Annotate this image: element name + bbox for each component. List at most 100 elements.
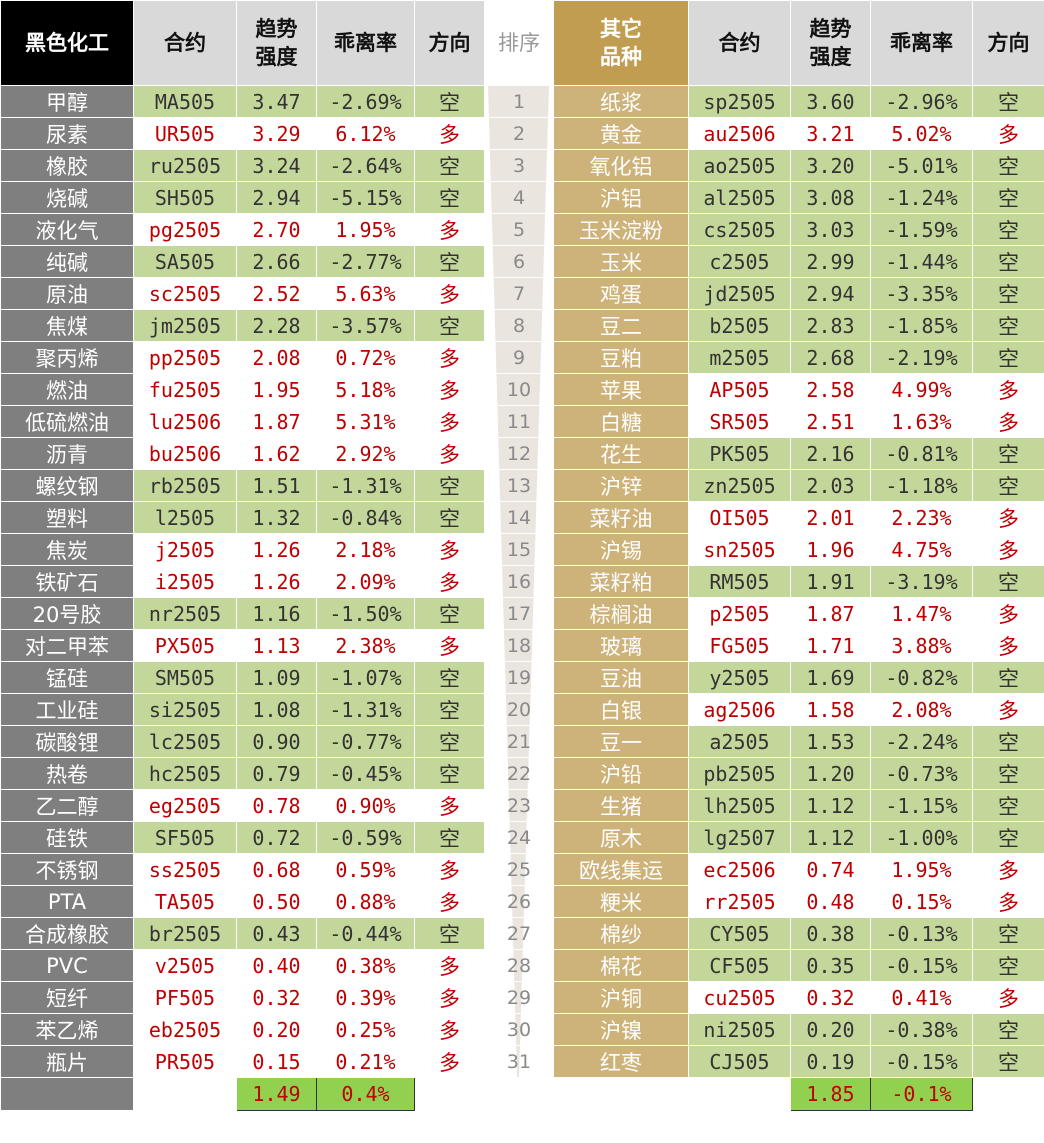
name: 玉米: [553, 245, 689, 278]
deviation: -5.15%: [316, 181, 415, 214]
header-strength: 趋势 强度: [790, 0, 871, 86]
data-row: PVC v2505 0.40 0.38% 多 28 棉花 CF505 0.35 -0.15% 空: [0, 949, 1044, 982]
name: 豆一: [553, 725, 689, 758]
strength: 0.79: [236, 757, 317, 790]
data-row: 甲醇 MA505 3.47 -2.69% 空 1 纸浆 sp2505 3.60 -2.96% 空: [0, 85, 1044, 118]
contract: lu2506: [133, 405, 237, 438]
data-row: 乙二醇 eg2505 0.78 0.90% 多 23 生猪 lh2505 1.12 -1.15% 空: [0, 789, 1044, 822]
header-deviation: 乖离率: [870, 0, 973, 86]
contract: CY505: [688, 917, 791, 950]
data-row: 不锈钢 ss2505 0.68 0.59% 多 25 欧线集运 ec2506 0.74 1.95%…: [0, 853, 1044, 886]
deviation: -0.45%: [316, 757, 415, 790]
data-row: 螺纹钢 rb2505 1.51 -1.31% 空 13 沪锌 zn2505 2.03 -1.18%…: [0, 469, 1044, 502]
strength: 2.51: [790, 405, 871, 438]
name: 不锈钢: [0, 853, 134, 886]
direction: 多: [414, 373, 485, 406]
direction: 多: [972, 405, 1044, 438]
deviation: -1.50%: [316, 597, 415, 630]
rank: 13: [484, 469, 554, 502]
deviation: -1.18%: [870, 469, 973, 502]
deviation: 2.18%: [316, 533, 415, 566]
deviation: 2.38%: [316, 629, 415, 662]
deviation: -0.59%: [316, 821, 415, 854]
strength: 1.95: [236, 373, 317, 406]
name: 玉米淀粉: [553, 213, 689, 246]
name: 菜籽粕: [553, 565, 689, 598]
footer-blank: [972, 1077, 1044, 1111]
direction: 空: [414, 661, 485, 694]
direction: 空: [972, 821, 1044, 854]
strength: 0.74: [790, 853, 871, 886]
deviation: -5.01%: [870, 149, 973, 182]
name: 苹果: [553, 373, 689, 406]
contract: sc2505: [133, 277, 237, 310]
strength: 1.96: [790, 533, 871, 566]
contract: CJ505: [688, 1045, 791, 1078]
contract: hc2505: [133, 757, 237, 790]
deviation: 1.95%: [870, 853, 973, 886]
deviation: 5.31%: [316, 405, 415, 438]
direction: 多: [414, 565, 485, 598]
contract: rb2505: [133, 469, 237, 502]
strength: 3.21: [790, 117, 871, 150]
direction: 空: [414, 245, 485, 278]
data-row: 短纤 PF505 0.32 0.39% 多 29 沪铜 cu2505 0.32 0.41% 多: [0, 981, 1044, 1014]
data-row: 瓶片 PR505 0.15 0.21% 多 31 红枣 CJ505 0.19 -0.15% 空: [0, 1045, 1044, 1078]
direction: 空: [972, 181, 1044, 214]
rank: 18: [484, 629, 554, 662]
strength: 0.20: [236, 1013, 317, 1046]
contract: p2505: [688, 597, 791, 630]
name: 沪铝: [553, 181, 689, 214]
data-row: 橡胶 ru2505 3.24 -2.64% 空 3 氧化铝 ao2505 3.20 -5.01% 空: [0, 149, 1044, 182]
direction: 多: [972, 629, 1044, 662]
direction: 多: [972, 117, 1044, 150]
name: 沪铜: [553, 981, 689, 1014]
deviation: 0.39%: [316, 981, 415, 1014]
data-row: 铁矿石 i2505 1.26 2.09% 多 16 菜籽粕 RM505 1.91 -3.19% 空: [0, 565, 1044, 598]
contract: pb2505: [688, 757, 791, 790]
deviation: 4.99%: [870, 373, 973, 406]
name: 沥青: [0, 437, 134, 470]
contract: zn2505: [688, 469, 791, 502]
name: 铁矿石: [0, 565, 134, 598]
strength: 3.03: [790, 213, 871, 246]
direction: 空: [414, 757, 485, 790]
direction: 空: [972, 661, 1044, 694]
name: 工业硅: [0, 693, 134, 726]
direction: 多: [972, 597, 1044, 630]
direction: 多: [414, 853, 485, 886]
contract: SM505: [133, 661, 237, 694]
data-row: 纯碱 SA505 2.66 -2.77% 空 6 玉米 c2505 2.99 -1.44% 空: [0, 245, 1044, 278]
strength: 2.08: [236, 341, 317, 374]
direction: 空: [972, 437, 1044, 470]
name: 塑料: [0, 501, 134, 534]
rank: 29: [484, 981, 554, 1014]
contract: ru2505: [133, 149, 237, 182]
rank: 24: [484, 821, 554, 854]
data-row: 苯乙烯 eb2505 0.20 0.25% 多 30 沪镍 ni2505 0.20 -0.38% 空: [0, 1013, 1044, 1046]
name: 豆二: [553, 309, 689, 342]
direction: 空: [414, 309, 485, 342]
name: 短纤: [0, 981, 134, 1014]
rank: 12: [484, 437, 554, 470]
strength: 3.24: [236, 149, 317, 182]
strength: 1.08: [236, 693, 317, 726]
rank: 15: [484, 533, 554, 566]
deviation: 0.25%: [316, 1013, 415, 1046]
contract: ao2505: [688, 149, 791, 182]
deviation: 3.88%: [870, 629, 973, 662]
strength: 2.70: [236, 213, 317, 246]
trend-table: 黑色化工 合约 趋势 强度 乖离率 方向 排序 其它 品种 合约 趋势 强度 乖离率 方向 甲醇 MA5…: [0, 0, 1044, 1111]
strength: 2.99: [790, 245, 871, 278]
name: 豆油: [553, 661, 689, 694]
footer-blank: [688, 1077, 791, 1111]
direction: 多: [414, 629, 485, 662]
rank: 16: [484, 565, 554, 598]
name: 乙二醇: [0, 789, 134, 822]
name: 沪锡: [553, 533, 689, 566]
name: 苯乙烯: [0, 1013, 134, 1046]
deviation: 5.63%: [316, 277, 415, 310]
contract: UR505: [133, 117, 237, 150]
strength: 0.68: [236, 853, 317, 886]
